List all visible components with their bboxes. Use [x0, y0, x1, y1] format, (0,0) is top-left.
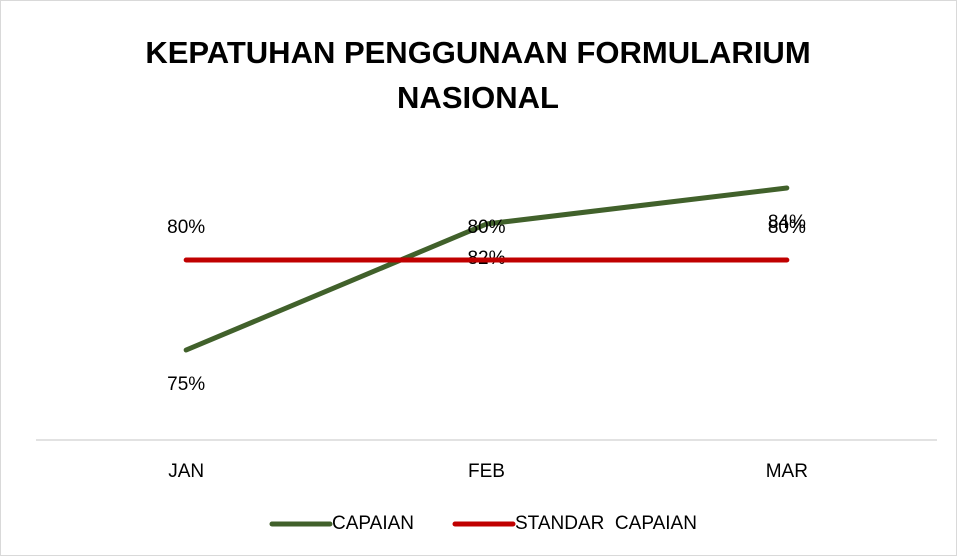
- legend-label: STANDAR CAPAIAN: [515, 513, 697, 534]
- x-tick-label: FEB: [468, 461, 505, 482]
- series-line: [183, 185, 790, 353]
- data-label: 75%: [167, 374, 205, 395]
- data-label: 80%: [167, 217, 205, 238]
- x-tick-label: MAR: [766, 461, 808, 482]
- data-label: 84%: [768, 212, 806, 233]
- data-label: 80%: [768, 217, 806, 238]
- legend-label: CAPAIAN: [332, 513, 414, 534]
- x-tick-label: JAN: [168, 461, 204, 482]
- data-label: 80%: [467, 217, 505, 238]
- chart-title: KEPATUHAN PENGGUNAAN FORMULARIUM NASIONA…: [145, 35, 811, 115]
